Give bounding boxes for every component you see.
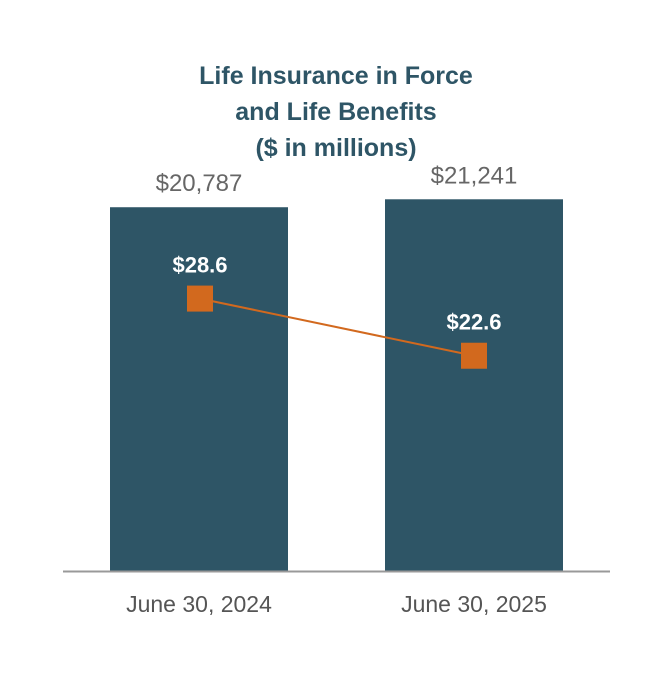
x-tick-label-2: June 30, 2025 <box>401 591 547 617</box>
chart-title-line-1: Life Insurance in Force <box>199 62 473 90</box>
line-series <box>199 297 475 357</box>
bar-2 <box>385 199 563 571</box>
line-marker-1 <box>187 285 213 312</box>
bar-1 <box>110 207 288 572</box>
line-marker-2 <box>461 342 487 369</box>
chart-title: Life Insurance in Force and Life Benefit… <box>0 58 672 166</box>
chart-title-line-3: ($ in millions) <box>255 134 417 162</box>
line-value-label-1: $28.6 <box>172 253 227 278</box>
bar-value-label-2: $21,241 <box>431 162 518 189</box>
bar-value-label-1: $20,787 <box>156 170 243 197</box>
line-value-label-2: $22.6 <box>446 310 501 335</box>
x-tick-label-1: June 30, 2024 <box>126 591 272 617</box>
chart-title-line-2: and Life Benefits <box>235 98 437 126</box>
